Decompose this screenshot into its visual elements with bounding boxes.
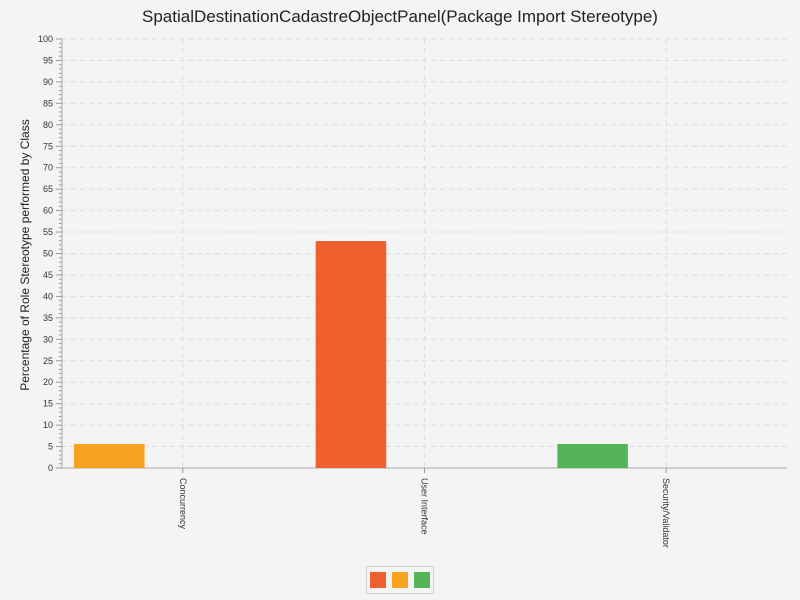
y-tick-label: 5 <box>48 442 53 452</box>
bar-user-interface <box>315 241 387 468</box>
y-tick-label: 55 <box>43 227 53 237</box>
y-tick-label: 10 <box>43 420 53 430</box>
y-tick-label: 95 <box>43 55 53 65</box>
x-category-label: Security/Validator <box>661 478 671 548</box>
x-category-label: User Interface <box>420 478 430 535</box>
y-tick-label: 35 <box>43 313 53 323</box>
chart-title: SpatialDestinationCadastreObjectPanel(Pa… <box>142 7 658 26</box>
y-tick-label: 25 <box>43 356 53 366</box>
x-category-label: Concurrency <box>178 478 188 530</box>
legend <box>366 566 434 594</box>
y-tick-label: 50 <box>43 249 53 259</box>
y-tick-label: 75 <box>43 141 53 151</box>
y-tick-label: 90 <box>43 77 53 87</box>
y-tick-label: 15 <box>43 399 53 409</box>
y-tick-label: 100 <box>38 34 53 44</box>
y-tick-label: 85 <box>43 98 53 108</box>
legend-swatch <box>414 572 430 588</box>
y-tick-label: 60 <box>43 206 53 216</box>
y-tick-label: 0 <box>48 463 53 473</box>
y-tick-label: 30 <box>43 334 53 344</box>
y-tick-label: 45 <box>43 270 53 280</box>
y-tick-label: 80 <box>43 120 53 130</box>
y-tick-label: 20 <box>43 377 53 387</box>
bar-security-validator <box>557 443 628 468</box>
legend-swatch <box>392 572 408 588</box>
y-tick-label: 40 <box>43 291 53 301</box>
legend-swatch <box>370 572 386 588</box>
y-tick-label: 70 <box>43 163 53 173</box>
y-tick-label: 65 <box>43 184 53 194</box>
bar-concurrency <box>74 443 145 468</box>
